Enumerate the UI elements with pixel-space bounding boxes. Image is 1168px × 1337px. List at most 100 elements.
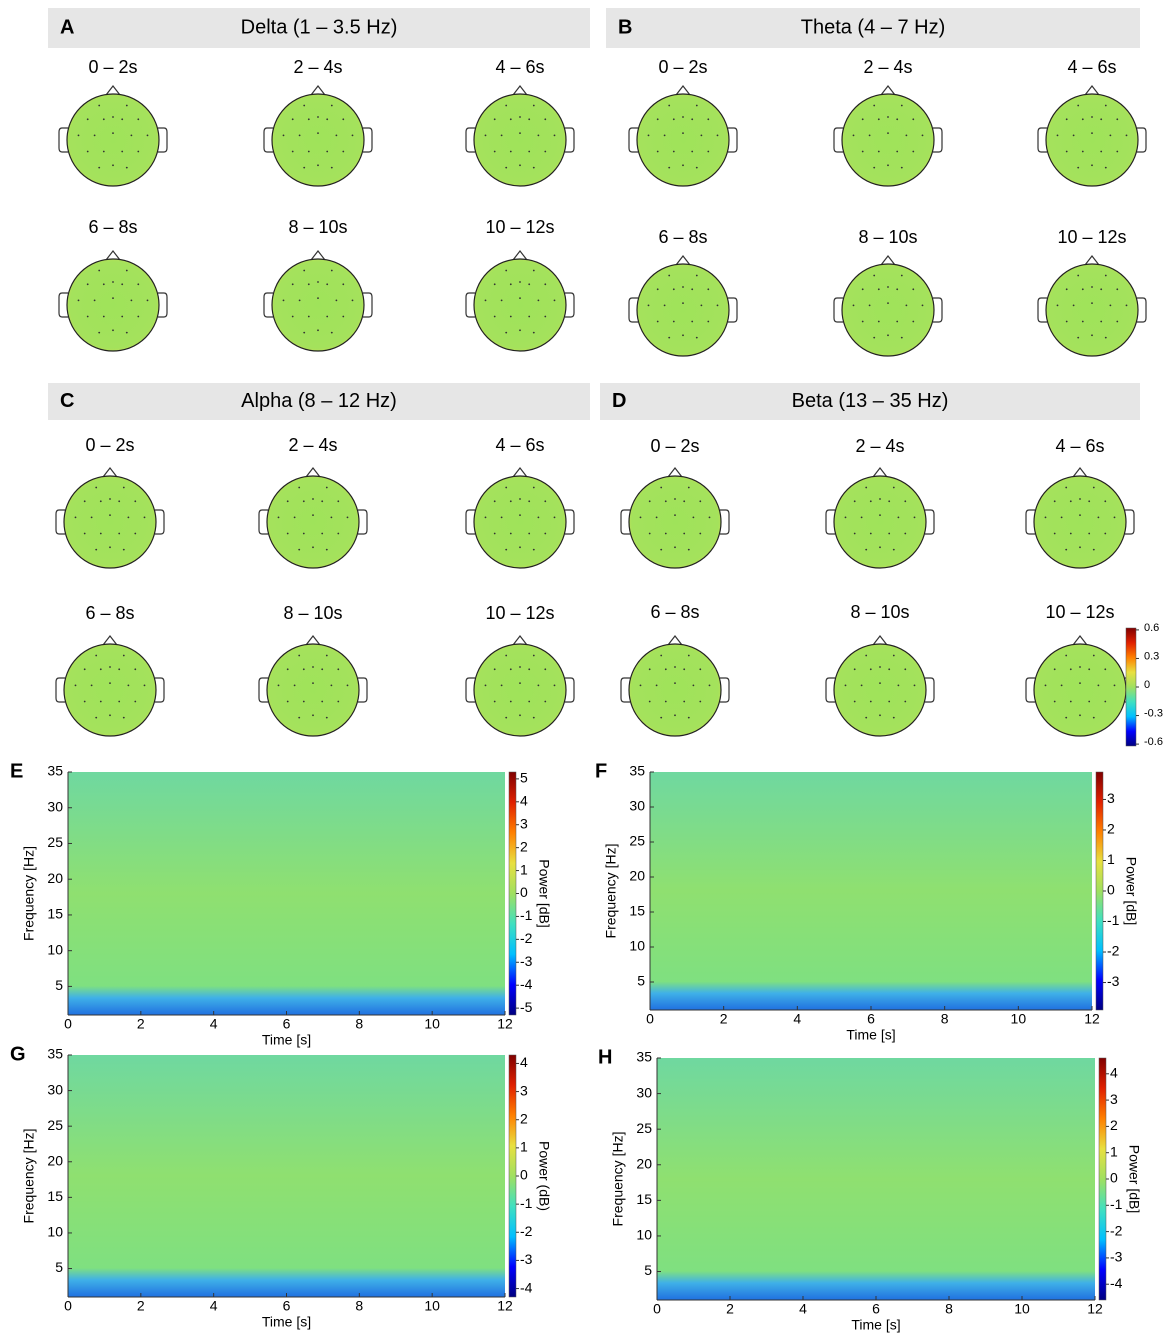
time-label: 8 – 10s bbox=[850, 602, 909, 622]
panel-letter: A bbox=[60, 16, 74, 38]
topomap bbox=[825, 467, 935, 569]
sensor bbox=[664, 668, 667, 671]
sensor bbox=[656, 320, 659, 323]
sensor bbox=[109, 498, 111, 500]
x-tick-label: 2 bbox=[137, 1298, 145, 1314]
sensor bbox=[112, 116, 114, 118]
panel-header bbox=[48, 383, 590, 420]
sensor bbox=[321, 500, 324, 503]
sensor bbox=[484, 299, 487, 302]
colorbar-tick-label: 1 bbox=[520, 861, 528, 877]
time-label: 4 – 6s bbox=[495, 435, 544, 455]
head-ear bbox=[1025, 509, 1035, 535]
sensor bbox=[298, 716, 301, 719]
sensor bbox=[868, 134, 871, 137]
colorbar-tick-label: -0.3 bbox=[1144, 707, 1163, 719]
sensor bbox=[869, 500, 872, 503]
sensor bbox=[877, 320, 880, 323]
colorbar bbox=[1125, 627, 1137, 747]
sensor bbox=[95, 548, 98, 551]
time-label: 10 – 12s bbox=[485, 217, 554, 237]
sensor bbox=[77, 134, 80, 137]
head-nose bbox=[105, 250, 121, 261]
head-ear bbox=[933, 127, 943, 153]
sensor bbox=[877, 288, 880, 291]
sensor bbox=[655, 516, 658, 519]
x-tick-label: 2 bbox=[720, 1011, 728, 1027]
sensor bbox=[1100, 288, 1103, 291]
sensor bbox=[668, 104, 671, 107]
head-nose bbox=[305, 635, 321, 646]
sensor bbox=[1092, 716, 1095, 719]
sensor bbox=[537, 516, 540, 519]
sensor bbox=[303, 166, 306, 169]
sensor bbox=[687, 654, 690, 657]
sensor bbox=[861, 320, 864, 323]
sensor bbox=[695, 336, 698, 339]
sensor bbox=[99, 700, 102, 703]
colorbar-tick-label: 3 bbox=[1110, 1091, 1118, 1107]
head-ear bbox=[155, 677, 165, 703]
time-label: 4 – 6s bbox=[1055, 436, 1104, 456]
sensor bbox=[493, 668, 496, 671]
sensor bbox=[286, 700, 289, 703]
head-ear bbox=[263, 127, 273, 153]
sensor bbox=[656, 288, 659, 291]
time-label: 0 – 2s bbox=[658, 57, 707, 77]
sensor bbox=[337, 532, 340, 535]
sensor bbox=[307, 118, 310, 121]
sensor bbox=[93, 299, 96, 302]
sensor bbox=[312, 714, 314, 717]
sensor bbox=[330, 269, 333, 272]
head-nose bbox=[102, 467, 118, 478]
sensor bbox=[98, 269, 101, 272]
sensor bbox=[537, 299, 540, 302]
y-tick-label: 30 bbox=[47, 798, 63, 814]
sensor bbox=[897, 516, 900, 519]
sensor bbox=[853, 500, 856, 503]
sensor bbox=[95, 716, 98, 719]
y-axis-label: Frequency [Hz] bbox=[21, 846, 37, 941]
sensor bbox=[500, 516, 503, 519]
colorbar bbox=[1095, 771, 1104, 1011]
sensor bbox=[869, 668, 872, 671]
sensor bbox=[317, 164, 319, 167]
sensor bbox=[493, 118, 496, 121]
sensor bbox=[1100, 320, 1103, 323]
colorbar-tick-label: -2 bbox=[520, 1223, 533, 1239]
head-nose bbox=[102, 635, 118, 646]
sensor bbox=[519, 514, 521, 516]
sensor bbox=[505, 654, 508, 657]
sensor bbox=[1081, 118, 1084, 121]
time-label: 6 – 8s bbox=[85, 603, 134, 623]
sensor bbox=[109, 514, 111, 516]
sensor bbox=[1077, 104, 1080, 107]
x-tick-label: 8 bbox=[941, 1011, 949, 1027]
sensor bbox=[639, 684, 642, 687]
sensor bbox=[873, 166, 876, 169]
sensor bbox=[326, 118, 329, 121]
sensor bbox=[99, 500, 102, 503]
sensor bbox=[1104, 336, 1107, 339]
colorbar-tick-label: 5 bbox=[520, 770, 528, 786]
sensor bbox=[1088, 500, 1091, 503]
sensor bbox=[286, 500, 289, 503]
y-tick-label: 25 bbox=[47, 834, 63, 850]
sensor bbox=[125, 331, 128, 334]
sensor bbox=[143, 516, 146, 519]
colorbar-tick-label: -4 bbox=[520, 976, 533, 992]
sensor bbox=[912, 320, 915, 323]
sensor bbox=[1069, 700, 1072, 703]
panel-header bbox=[606, 8, 1140, 48]
colorbar-tick-label: 0 bbox=[1144, 679, 1150, 691]
sensor bbox=[888, 700, 891, 703]
sensor bbox=[668, 166, 671, 169]
head bbox=[1045, 93, 1139, 187]
head bbox=[628, 643, 722, 737]
head-ear bbox=[465, 509, 475, 535]
head-nose bbox=[872, 467, 888, 478]
y-tick-label: 35 bbox=[629, 763, 645, 779]
sensor bbox=[98, 104, 101, 107]
sensor bbox=[687, 716, 690, 719]
sensor bbox=[896, 288, 899, 291]
